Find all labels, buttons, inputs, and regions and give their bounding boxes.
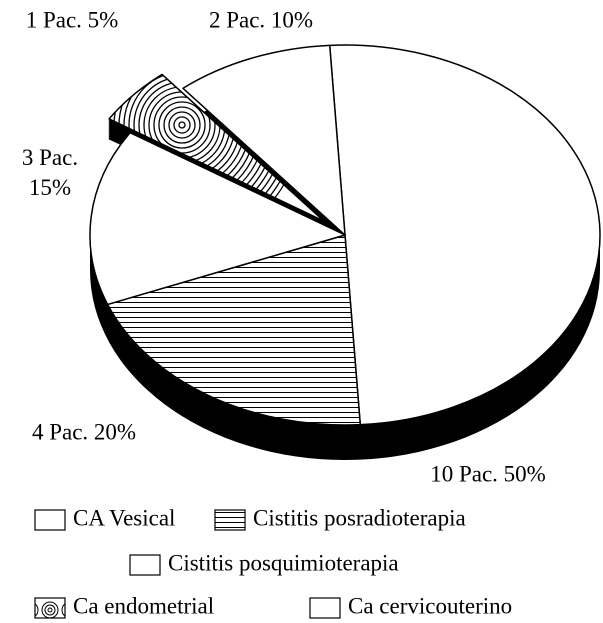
legend-label: Cistitis posradioterapia — [253, 505, 466, 530]
legend-swatch — [34, 509, 66, 531]
legend-swatch — [214, 509, 246, 531]
legend-swatch — [129, 554, 161, 576]
data-label: 1 Pac. 5% — [26, 7, 119, 32]
pie-slice — [108, 73, 325, 222]
pie-slice — [328, 44, 601, 426]
legend-label: Ca cervicouterino — [348, 593, 512, 618]
legend-label: Cistitis posquimioterapia — [168, 550, 399, 575]
data-label: 4 Pac. 20% — [32, 419, 136, 444]
pie-slice — [182, 44, 346, 236]
data-label: 10 Pac. 50% — [430, 461, 546, 486]
legend-label: CA Vesical — [73, 505, 175, 530]
pie-slice — [106, 234, 362, 426]
legend-label: Ca endometrial — [73, 593, 214, 618]
legend-swatch — [34, 597, 66, 619]
data-label: 3 Pac. 15% — [22, 145, 78, 200]
legend-swatch — [309, 597, 341, 619]
data-label: 2 Pac. 10% — [209, 7, 313, 32]
pie-slice — [89, 131, 346, 306]
